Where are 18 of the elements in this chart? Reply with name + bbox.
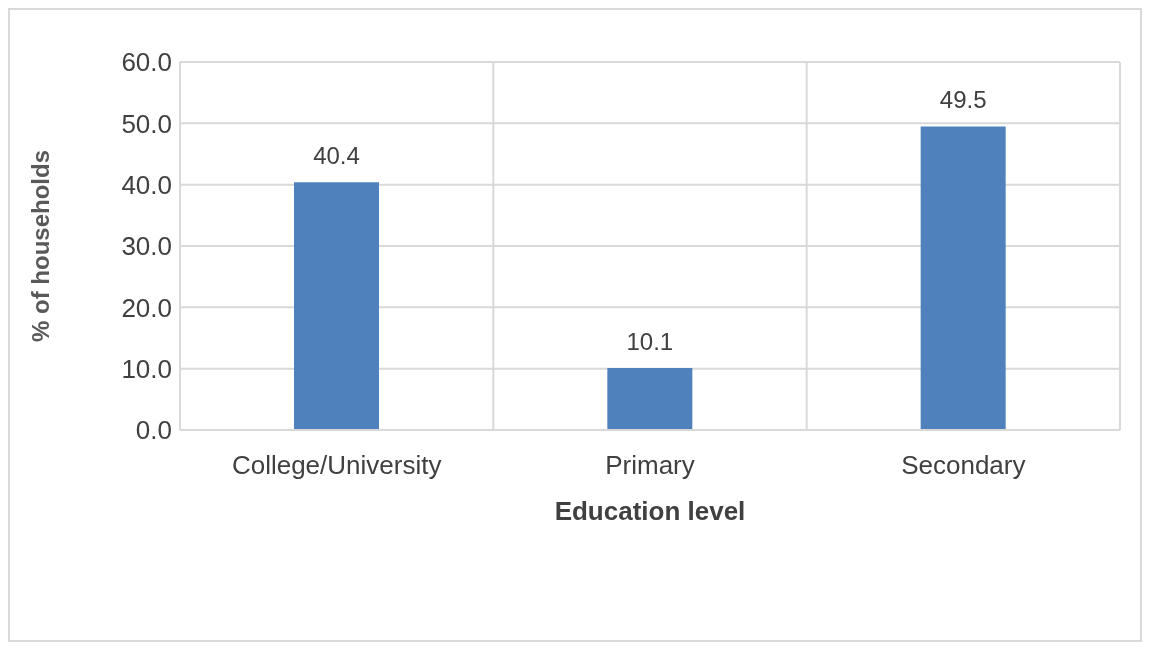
data-label: 49.5 [939, 86, 987, 114]
y-tick-label: 30.0 [121, 231, 172, 262]
bar [294, 182, 379, 430]
y-tick-label: 60.0 [121, 47, 172, 78]
y-axis-title: % of households [26, 150, 54, 342]
x-tick-label: College/University [231, 450, 442, 481]
data-label: 40.4 [313, 142, 360, 170]
data-label: 10.1 [626, 328, 674, 356]
x-tick-label: Secondary [901, 450, 1026, 481]
y-tick-label: 50.0 [121, 108, 172, 139]
x-tick-label: Primary [605, 450, 695, 481]
y-tick-label: 0.0 [135, 415, 172, 446]
y-tick-label: 20.0 [121, 292, 172, 323]
y-tick-label: 10.0 [121, 353, 172, 384]
bar [607, 368, 693, 430]
x-axis-title: Education level [554, 496, 746, 526]
bar [920, 126, 1006, 430]
y-tick-label: 40.0 [121, 169, 172, 200]
